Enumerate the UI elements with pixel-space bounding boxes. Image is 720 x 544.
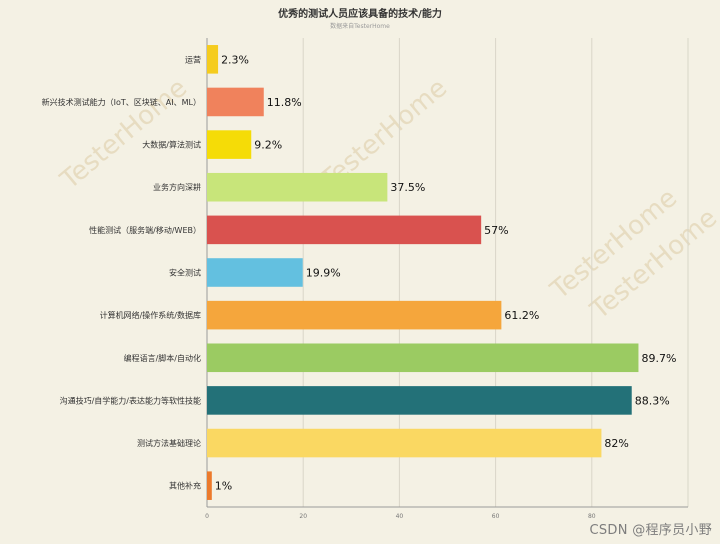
bar bbox=[207, 428, 602, 458]
bar bbox=[207, 471, 212, 500]
footer-credit: CSDN @程序员小野 bbox=[589, 523, 712, 538]
chart-subtitle: 数据来自TesterHome bbox=[330, 23, 390, 30]
value-label: 11.8% bbox=[267, 96, 302, 109]
value-label: 1% bbox=[215, 480, 232, 493]
value-labels: 2.3% 11.8% 9.2% 37.5% 57% 19.9% 61.2% 89.7% 88.3… bbox=[215, 53, 677, 492]
category-label: 测试方法基础理论 bbox=[137, 438, 201, 448]
bar bbox=[207, 300, 502, 330]
x-tick-label: 60 bbox=[492, 513, 500, 520]
x-tick-label: 80 bbox=[588, 513, 596, 520]
category-label: 大数据/算法测试 bbox=[142, 140, 201, 150]
category-label: 安全测试 bbox=[169, 268, 201, 278]
chart-title: 优秀的测试人员应该具备的技术/能力 bbox=[278, 9, 442, 20]
value-label: 82% bbox=[604, 437, 628, 450]
category-label: 编程语言/脚本/自动化 bbox=[124, 353, 201, 363]
category-label: 其他补充 bbox=[169, 481, 201, 491]
bar bbox=[207, 87, 264, 117]
bar bbox=[207, 172, 388, 202]
bar bbox=[207, 386, 632, 415]
category-label: 性能测试（服务端/移动/WEB） bbox=[89, 225, 201, 235]
value-label: 9.2% bbox=[254, 139, 282, 152]
value-label: 89.7% bbox=[641, 352, 676, 365]
x-tick-label: 20 bbox=[299, 513, 307, 520]
bar bbox=[207, 215, 482, 245]
category-label: 计算机网络/操作系统/数据库 bbox=[100, 310, 201, 320]
bars bbox=[207, 45, 639, 500]
x-tick-labels: 0 20 40 60 80 bbox=[205, 513, 596, 520]
bar bbox=[207, 258, 303, 287]
value-label: 57% bbox=[484, 224, 508, 237]
x-tick-label: 40 bbox=[396, 513, 404, 520]
value-label: 61.2% bbox=[504, 309, 539, 322]
category-label: 沟通技巧/自学能力/表达能力等软性技能 bbox=[60, 395, 201, 405]
x-tick-label: 0 bbox=[205, 513, 209, 520]
watermark-text: TesterHome bbox=[54, 73, 193, 196]
category-label: 业务方向深耕 bbox=[153, 182, 201, 192]
value-label: 19.9% bbox=[306, 267, 341, 280]
bar bbox=[207, 45, 219, 74]
category-label: 新兴技术测试能力（IoT、区块链、AI、ML） bbox=[42, 97, 201, 107]
value-label: 2.3% bbox=[221, 53, 249, 66]
value-label: 88.3% bbox=[635, 394, 670, 407]
category-label: 运营 bbox=[185, 54, 201, 64]
value-label: 37.5% bbox=[390, 181, 425, 194]
bar bbox=[207, 130, 252, 159]
bar bbox=[207, 343, 639, 373]
